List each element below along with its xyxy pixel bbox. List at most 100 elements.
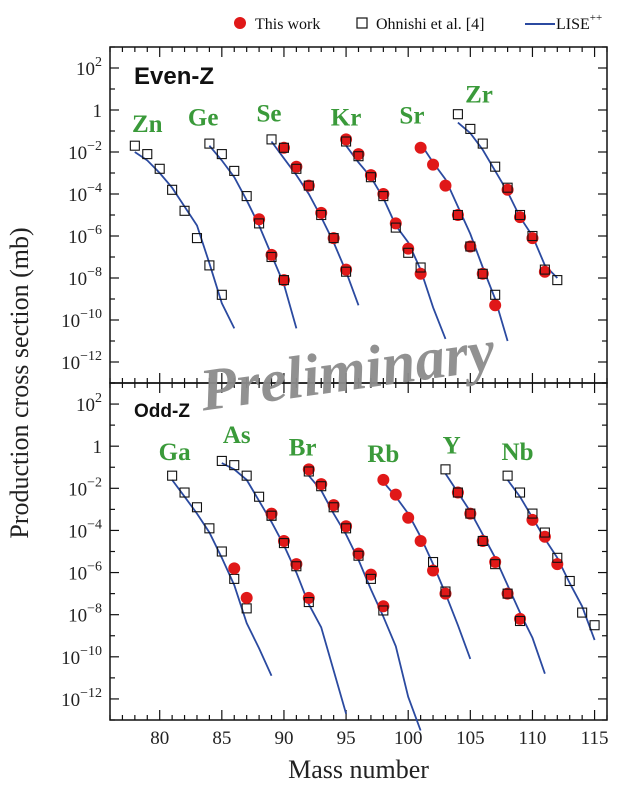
element-label: Kr xyxy=(331,105,362,132)
y-tick-label: 10−2 xyxy=(68,475,102,500)
this-work-point xyxy=(538,265,551,278)
y-tick-exponent: −4 xyxy=(87,181,102,196)
y-tick-label: 10−10 xyxy=(61,644,102,669)
y-tick-label: 10−4 xyxy=(68,181,102,206)
ohnishi-point xyxy=(490,559,501,570)
ohnishi-point xyxy=(465,241,476,252)
x-tick-label: 115 xyxy=(581,728,609,749)
this-work-point xyxy=(377,473,390,486)
this-work-point xyxy=(302,463,315,476)
y-tick-base: 10 xyxy=(68,521,87,542)
ohnishi-point xyxy=(452,487,463,498)
this-work-point xyxy=(290,160,303,173)
legend-this-work-label: This work xyxy=(255,16,320,33)
ohnishi-point xyxy=(514,209,526,221)
legend-ohnishi-label: Ohnishi et al. [4] xyxy=(376,16,484,33)
ohnishi-point xyxy=(328,502,339,513)
lise-line xyxy=(208,145,298,329)
legend: This work Ohnishi et al. [4] LISE++ xyxy=(234,12,602,33)
y-tick-label: 10−12 xyxy=(61,686,102,711)
lise-line xyxy=(506,479,596,641)
x-axis-title: Mass number xyxy=(288,755,429,784)
ohnishi-point xyxy=(278,275,290,286)
ohnishi-point xyxy=(353,151,364,162)
element-label: Ga xyxy=(159,439,191,466)
element-label: As xyxy=(223,422,251,449)
y-tick-label: 10−2 xyxy=(68,139,102,164)
this-work-point xyxy=(277,274,290,287)
ohnishi-point xyxy=(502,182,513,193)
lise-line xyxy=(444,473,546,674)
element-label: Sr xyxy=(399,103,424,130)
y-tick-label: 10−4 xyxy=(68,517,102,542)
this-work-point xyxy=(451,486,464,499)
ohnishi-point xyxy=(552,275,563,286)
legend-ohnishi-marker xyxy=(356,17,368,29)
this-work-point xyxy=(389,488,402,501)
this-work-point xyxy=(265,248,278,261)
ohnishi-point xyxy=(291,561,302,572)
ohnishi-point xyxy=(303,466,314,477)
y-tick-exponent: −10 xyxy=(80,644,102,659)
ohnishi-point xyxy=(502,470,513,481)
ohnishi-point xyxy=(204,138,215,149)
this-work-point xyxy=(414,267,427,280)
x-tick-label: 105 xyxy=(456,728,485,749)
y-tick-exponent: −2 xyxy=(87,139,102,154)
this-work-point xyxy=(489,299,502,312)
ohnishi-point xyxy=(465,123,476,134)
y-tick-base: 10 xyxy=(76,395,95,416)
this-work-point xyxy=(427,158,440,171)
ohnishi-point xyxy=(514,615,526,627)
lise-line xyxy=(457,121,558,279)
y-tick-exponent: 2 xyxy=(95,391,102,406)
preliminary-watermark: Preliminary xyxy=(195,317,499,424)
ohnishi-point xyxy=(216,149,227,160)
y-tick-base: 10 xyxy=(61,353,80,374)
ohnishi-point xyxy=(204,260,215,271)
this-work-point xyxy=(277,534,290,547)
ohnishi-point xyxy=(229,460,240,471)
legend-lise-label: LISE++ xyxy=(556,12,602,33)
ohnishi-point xyxy=(390,222,401,233)
this-work-point xyxy=(315,206,328,219)
this-work-point xyxy=(340,263,353,276)
this-work-point xyxy=(526,232,539,245)
element-label: Y xyxy=(443,433,461,460)
y-tick-exponent: −12 xyxy=(80,686,102,701)
lise-line xyxy=(419,143,509,342)
ohnishi-point xyxy=(328,233,339,244)
this-work-point xyxy=(414,141,427,154)
y-tick-label: 102 xyxy=(76,391,102,416)
panel-label: Odd-Z xyxy=(134,401,190,422)
ohnishi-point xyxy=(477,268,488,279)
x-tick-label: 95 xyxy=(337,728,356,749)
legend-lise-text: LISE xyxy=(556,16,590,33)
element-label: Zr xyxy=(465,82,493,109)
y-tick-base: 10 xyxy=(61,648,80,669)
this-work-point xyxy=(501,587,514,600)
this-work-point xyxy=(451,209,464,221)
y-tick-label: 1 xyxy=(93,437,103,458)
element-label: Rb xyxy=(367,441,399,468)
lise-line xyxy=(345,145,447,340)
ohnishi-point xyxy=(589,620,600,631)
this-work-point xyxy=(277,141,290,154)
this-work-point xyxy=(327,232,340,245)
this-work-point xyxy=(489,556,502,569)
ohnishi-point xyxy=(415,262,426,273)
lise-line xyxy=(134,151,236,329)
ohnishi-point xyxy=(241,191,252,202)
ohnishi-point xyxy=(241,470,252,481)
ohnishi-point xyxy=(167,470,178,481)
this-work-point xyxy=(439,587,452,600)
lise-line xyxy=(221,462,347,714)
element-label: Br xyxy=(289,435,317,462)
this-work-point xyxy=(265,507,278,520)
ohnishi-point xyxy=(129,140,140,151)
ohnishi-point xyxy=(266,134,277,145)
x-tick-label: 80 xyxy=(150,728,169,749)
ohnishi-point xyxy=(440,464,451,475)
ohnishi-point xyxy=(465,508,476,519)
